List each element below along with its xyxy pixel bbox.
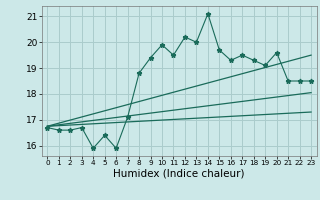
X-axis label: Humidex (Indice chaleur): Humidex (Indice chaleur) [114,169,245,179]
